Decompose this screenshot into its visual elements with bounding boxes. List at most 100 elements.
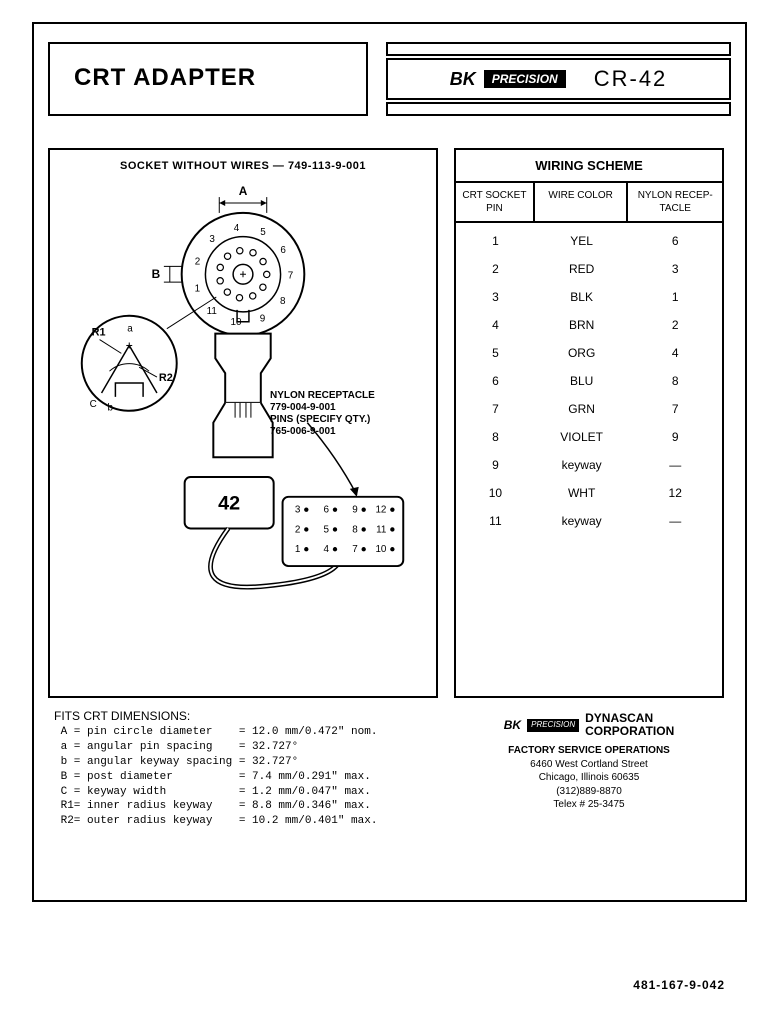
- cell-wire: keyway: [535, 507, 629, 535]
- svg-text:42: 42: [218, 493, 240, 515]
- svg-text:R1: R1: [92, 327, 106, 339]
- svg-text:3: 3: [209, 234, 215, 245]
- company-phone: (312)889-8870: [454, 785, 724, 799]
- cell-wire: BLU: [535, 367, 629, 395]
- svg-text:6: 6: [280, 245, 286, 256]
- company-addr2: Chicago, Illinois 60635: [454, 771, 724, 785]
- page-title: CRT ADAPTER: [74, 64, 342, 92]
- diagram-box: SOCKET WITHOUT WIRES — 749-113-9-001 A: [48, 148, 438, 698]
- precision-small: PRECISION: [527, 719, 579, 732]
- cell-wire: YEL: [535, 227, 629, 255]
- wiring-row: 11keyway—: [456, 507, 722, 535]
- cell-recep: 3: [628, 255, 722, 283]
- brand-main: BK PRECISION CR-42: [386, 58, 731, 100]
- svg-text:C: C: [90, 399, 97, 410]
- wiring-row: 9keyway—: [456, 451, 722, 479]
- company-box: BK PRECISION DYNASCAN CORPORATION FACTOR…: [454, 708, 724, 829]
- cell-recep: 7: [628, 395, 722, 423]
- title-box: CRT ADAPTER: [48, 42, 368, 116]
- svg-text:3: 3: [295, 505, 301, 516]
- cell-wire: GRN: [535, 395, 629, 423]
- wiring-row: 4BRN2: [456, 311, 722, 339]
- wiring-row: 5ORG4: [456, 339, 722, 367]
- company-ops: FACTORY SERVICE OPERATIONS: [454, 744, 724, 758]
- svg-text:5: 5: [260, 227, 266, 238]
- receptacle-label: NYLON RECEPTACLE 779-004-9-001 PINS (SPE…: [270, 390, 420, 438]
- svg-text:B: B: [152, 267, 161, 281]
- cell-recep: 9: [628, 423, 722, 451]
- brand-box: BK PRECISION CR-42: [386, 42, 731, 116]
- dynascan-name: DYNASCAN CORPORATION: [585, 712, 674, 738]
- dimension-row: b = angular keyway spacing = 32.727°: [54, 755, 438, 770]
- cell-pin: 4: [456, 311, 535, 339]
- recep-l2: PINS (SPECIFY QTY.): [270, 414, 420, 426]
- svg-text:7: 7: [288, 271, 294, 282]
- cell-wire: WHT: [535, 479, 629, 507]
- cell-recep: 8: [628, 367, 722, 395]
- bk-logo-small: BK: [504, 717, 521, 733]
- company-addr1: 6460 West Cortland Street: [454, 758, 724, 772]
- svg-text:4: 4: [234, 223, 240, 234]
- svg-text:10: 10: [375, 544, 386, 555]
- cell-pin: 3: [456, 283, 535, 311]
- dimension-row: a = angular pin spacing = 32.727°: [54, 740, 438, 755]
- cell-pin: 6: [456, 367, 535, 395]
- page-frame: CRT ADAPTER BK PRECISION CR-42 SOCKET WI…: [32, 22, 747, 902]
- cell-recep: 2: [628, 311, 722, 339]
- svg-text:R2: R2: [159, 372, 173, 384]
- footer-row: FITS CRT DIMENSIONS: A = pin circle diam…: [34, 698, 745, 829]
- wiring-title: WIRING SCHEME: [456, 150, 722, 183]
- head-pin: CRT SOCKET PIN: [456, 183, 535, 221]
- dimension-row: R1= inner radius keyway = 8.8 mm/0.346" …: [54, 799, 438, 814]
- svg-text:6: 6: [324, 505, 330, 516]
- wiring-row: 1YEL6: [456, 227, 722, 255]
- recep-l1: NYLON RECEPTACLE: [270, 390, 420, 402]
- svg-text:1: 1: [295, 544, 301, 555]
- wiring-row: 2RED3: [456, 255, 722, 283]
- cell-wire: VIOLET: [535, 423, 629, 451]
- company-brand: BK PRECISION DYNASCAN CORPORATION: [454, 712, 724, 738]
- cell-pin: 7: [456, 395, 535, 423]
- wiring-head: CRT SOCKET PIN WIRE COLOR NYLON RECEP-TA…: [456, 183, 722, 223]
- dimensions-box: FITS CRT DIMENSIONS: A = pin circle diam…: [48, 708, 438, 829]
- cell-recep: 12: [628, 479, 722, 507]
- svg-text:9: 9: [260, 314, 266, 325]
- svg-text:7: 7: [352, 544, 358, 555]
- cell-wire: BLK: [535, 283, 629, 311]
- cell-pin: 9: [456, 451, 535, 479]
- wiring-rows: 1YEL62RED33BLK14BRN25ORG46BLU87GRN78VIOL…: [456, 223, 722, 539]
- svg-text:2: 2: [195, 257, 200, 268]
- wiring-row: 7GRN7: [456, 395, 722, 423]
- cell-wire: ORG: [535, 339, 629, 367]
- socket-diagram: A B 1234567891011: [60, 178, 426, 598]
- socket-label: SOCKET WITHOUT WIRES — 749-113-9-001: [60, 160, 426, 172]
- recep-p2: 765-006-9-001: [270, 426, 420, 438]
- wiring-row: 10WHT12: [456, 479, 722, 507]
- company-telex: Telex # 25-3475: [454, 798, 724, 812]
- svg-text:1: 1: [195, 283, 201, 294]
- cell-recep: 6: [628, 227, 722, 255]
- svg-text:5: 5: [324, 524, 330, 535]
- cell-recep: 4: [628, 339, 722, 367]
- dimension-row: C = keyway width = 1.2 mm/0.047" max.: [54, 785, 438, 800]
- cell-recep: —: [628, 507, 722, 535]
- cell-wire: keyway: [535, 451, 629, 479]
- recep-p1: 779-004-9-001: [270, 402, 420, 414]
- head-wire: WIRE COLOR: [535, 183, 629, 221]
- head-recep: NYLON RECEP-TACLE: [628, 183, 722, 221]
- header-row: CRT ADAPTER BK PRECISION CR-42: [34, 24, 745, 124]
- cell-pin: 10: [456, 479, 535, 507]
- content-row: SOCKET WITHOUT WIRES — 749-113-9-001 A: [34, 124, 745, 698]
- dimension-row: B = post diameter = 7.4 mm/0.291" max.: [54, 770, 438, 785]
- cell-pin: 11: [456, 507, 535, 535]
- svg-text:11: 11: [376, 524, 387, 535]
- cell-wire: BRN: [535, 311, 629, 339]
- svg-text:12: 12: [375, 505, 386, 516]
- svg-text:11: 11: [207, 306, 218, 317]
- brand-rule-bottom: [386, 102, 731, 116]
- svg-text:4: 4: [324, 544, 330, 555]
- cell-recep: 1: [628, 283, 722, 311]
- cell-pin: 1: [456, 227, 535, 255]
- cell-wire: RED: [535, 255, 629, 283]
- svg-text:2: 2: [295, 524, 301, 535]
